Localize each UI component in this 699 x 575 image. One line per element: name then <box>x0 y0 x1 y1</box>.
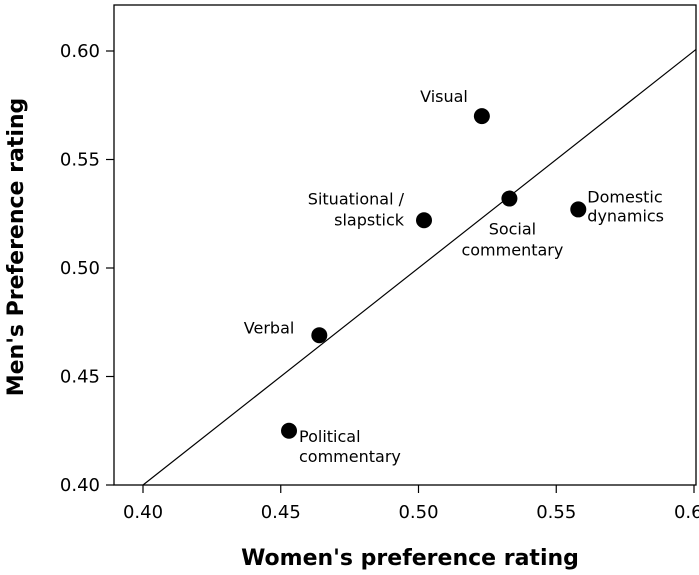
x-axis: 0.40 0.45 0.50 0.55 0.60 <box>123 485 699 523</box>
data-point <box>281 422 298 439</box>
data-point <box>570 201 587 218</box>
y-tick-label: 0.50 <box>60 258 100 279</box>
x-tick-label: 0.60 <box>674 502 699 523</box>
point-label-line: Verbal <box>244 318 295 337</box>
data-point <box>416 212 433 229</box>
x-tick-label: 0.40 <box>123 502 163 523</box>
point-label-line: commentary <box>299 447 401 466</box>
point-label: Verbal <box>244 318 295 337</box>
y-axis-title: Men's Preference rating <box>4 98 29 397</box>
point-label: Social commentary <box>461 220 563 260</box>
point-label: Visual <box>420 87 468 106</box>
point-label-line: Domestic <box>587 187 662 206</box>
data-points <box>281 108 587 439</box>
x-tick-label: 0.55 <box>536 502 576 523</box>
point-label-line: Situational / <box>308 189 405 208</box>
point-label-line: Political <box>299 427 361 446</box>
y-tick-label: 0.60 <box>60 41 100 62</box>
y-tick-label: 0.45 <box>60 367 100 388</box>
point-label: Situational / slapstick <box>308 189 405 229</box>
y-axis: 0.40 0.45 0.50 0.55 0.60 <box>60 41 114 496</box>
point-label-line: Social <box>489 220 536 239</box>
identity-line <box>142 48 697 486</box>
x-tick-label: 0.45 <box>261 502 301 523</box>
point-label: Political commentary <box>299 427 401 466</box>
point-label-line: slapstick <box>334 210 405 229</box>
point-label-line: dynamics <box>587 206 664 225</box>
plot-area <box>113 4 697 486</box>
plot-border <box>113 4 697 486</box>
point-labels: Visual Situational / slapstick Social commen… <box>244 87 664 466</box>
y-tick-label: 0.55 <box>60 150 100 171</box>
point-label-line: commentary <box>461 241 563 260</box>
x-tick-label: 0.50 <box>398 502 438 523</box>
reference-line <box>142 48 697 486</box>
data-point <box>473 108 490 125</box>
point-label-line: Visual <box>420 87 468 106</box>
x-axis-title: Women's preference rating <box>241 546 579 571</box>
point-label: Domestic dynamics <box>587 187 664 225</box>
data-point <box>311 327 328 344</box>
y-tick-label: 0.40 <box>60 475 100 496</box>
data-point <box>501 190 518 207</box>
